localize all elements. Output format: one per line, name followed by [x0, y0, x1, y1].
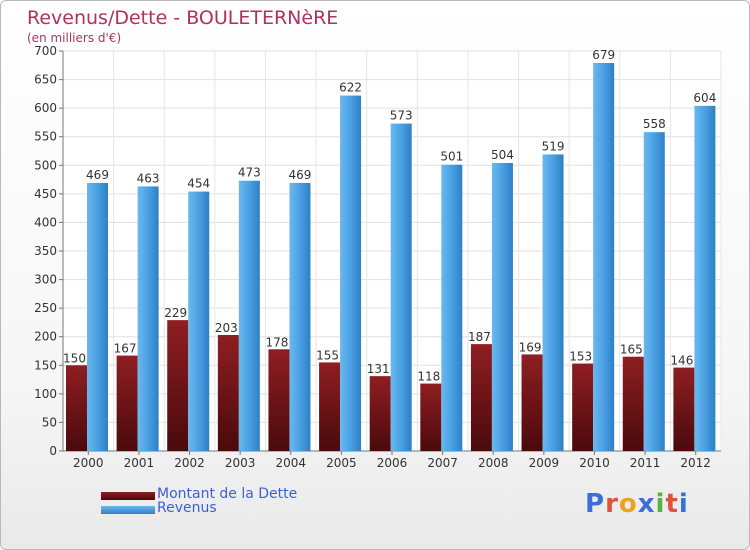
y-tick-label: 500: [34, 158, 57, 172]
y-tick-label: 550: [34, 130, 57, 144]
logo-letter: P: [585, 489, 606, 519]
y-tick-label: 300: [34, 273, 57, 287]
data-label-dette: 165: [620, 343, 643, 357]
bar-dette: [521, 354, 543, 451]
data-label-dette: 178: [266, 335, 289, 349]
y-tick-label: 400: [34, 215, 57, 229]
logo-letter: r: [605, 489, 619, 519]
bar-revenus: [87, 183, 108, 451]
data-label-revenus: 501: [440, 150, 463, 164]
bar-dette: [470, 344, 492, 451]
x-tick-label: 2008: [478, 456, 509, 470]
x-tick-label: 2012: [680, 456, 711, 470]
bar-revenus: [137, 186, 159, 451]
x-tick-label: 2010: [579, 456, 610, 470]
y-tick-label: 450: [34, 187, 57, 201]
data-label-dette: 187: [468, 330, 491, 344]
data-label-dette: 153: [569, 350, 592, 364]
data-labels: 150 469 167 463 229 454 203 473 178 469 155 622 131 5…: [63, 48, 716, 384]
y-tick-label: 250: [34, 301, 57, 315]
data-label-dette: 131: [367, 362, 390, 376]
bar-revenus: [643, 132, 665, 451]
bar-revenus: [694, 105, 716, 451]
x-tick-label: 2000: [73, 456, 104, 470]
y-tick-label: 200: [34, 330, 57, 344]
x-tick-label: 2003: [225, 456, 256, 470]
data-label-dette: 229: [164, 306, 187, 320]
logo-letter: x: [637, 489, 656, 519]
bar-dette: [673, 367, 695, 451]
data-label-dette: 169: [519, 340, 542, 354]
legend-swatch-dette: [101, 492, 155, 500]
y-tick-label: 50: [42, 415, 57, 429]
legend-label-revenus: Revenus: [157, 500, 217, 516]
data-label-revenus: 473: [238, 166, 261, 180]
bar-dette: [319, 362, 341, 451]
x-tick-label: 2007: [427, 456, 458, 470]
y-tick-label: 650: [34, 73, 57, 87]
x-tick-label: 2002: [174, 456, 205, 470]
data-label-revenus: 454: [187, 177, 210, 191]
proxiti-logo: Proxiti: [585, 489, 689, 519]
x-tick-label: 2005: [326, 456, 357, 470]
data-label-dette: 167: [114, 342, 137, 356]
logo-letter: o: [618, 489, 638, 519]
data-label-dette: 150: [63, 351, 86, 365]
bar-revenus: [593, 63, 615, 451]
x-tick-label: 2006: [377, 456, 408, 470]
data-label-revenus: 558: [643, 117, 666, 131]
x-tick-label: 2001: [124, 456, 155, 470]
data-label-revenus: 604: [693, 91, 716, 105]
bar-dette: [66, 365, 87, 451]
bar-revenus: [441, 164, 463, 451]
chart-subtitle: (en milliers d'€): [27, 31, 122, 45]
bars: [66, 63, 716, 452]
data-label-dette: 203: [215, 321, 238, 335]
logo-letter: t: [665, 489, 679, 519]
legend-swatch-revenus: [101, 506, 155, 514]
logo-letter: i: [655, 489, 666, 519]
bar-dette: [116, 355, 138, 451]
data-label-dette: 118: [417, 370, 440, 384]
x-tick-label: 2004: [275, 456, 306, 470]
x-tick-label: 2009: [529, 456, 560, 470]
bar-revenus: [542, 154, 564, 451]
bar-revenus: [238, 180, 260, 451]
data-label-revenus: 469: [289, 168, 312, 182]
data-label-revenus: 573: [390, 109, 413, 123]
bar-revenus: [491, 163, 513, 451]
legend-label-dette: Montant de la Dette: [157, 486, 298, 502]
bar-dette: [369, 376, 391, 451]
bar-dette: [167, 320, 189, 451]
data-label-dette: 155: [316, 348, 339, 362]
bar-dette: [622, 356, 644, 451]
logo-letter: i: [678, 489, 689, 519]
data-label-revenus: 504: [491, 148, 514, 162]
data-label-dette: 146: [670, 354, 693, 368]
data-label-revenus: 463: [137, 171, 160, 185]
bar-dette: [572, 363, 594, 451]
chart-title: Revenus/Dette - BOULETERNèRE: [27, 7, 339, 29]
y-tick-label: 0: [49, 444, 57, 458]
y-tick-label: 600: [34, 101, 57, 115]
x-tick-label: 2011: [630, 456, 661, 470]
y-tick-label: 100: [34, 387, 57, 401]
data-label-revenus: 622: [339, 81, 362, 95]
bar-dette: [217, 335, 239, 451]
bar-revenus: [289, 183, 311, 451]
y-tick-label: 700: [34, 44, 57, 58]
data-label-revenus: 519: [542, 139, 565, 153]
bar-revenus: [340, 95, 362, 452]
y-tick-label: 150: [34, 358, 57, 372]
data-label-revenus: 679: [592, 48, 615, 62]
y-tick-label: 350: [34, 244, 57, 258]
data-label-revenus: 469: [86, 168, 109, 182]
bar-revenus: [390, 123, 412, 452]
bar-dette: [420, 383, 442, 451]
bar-revenus: [188, 191, 210, 452]
bar-dette: [268, 349, 290, 451]
